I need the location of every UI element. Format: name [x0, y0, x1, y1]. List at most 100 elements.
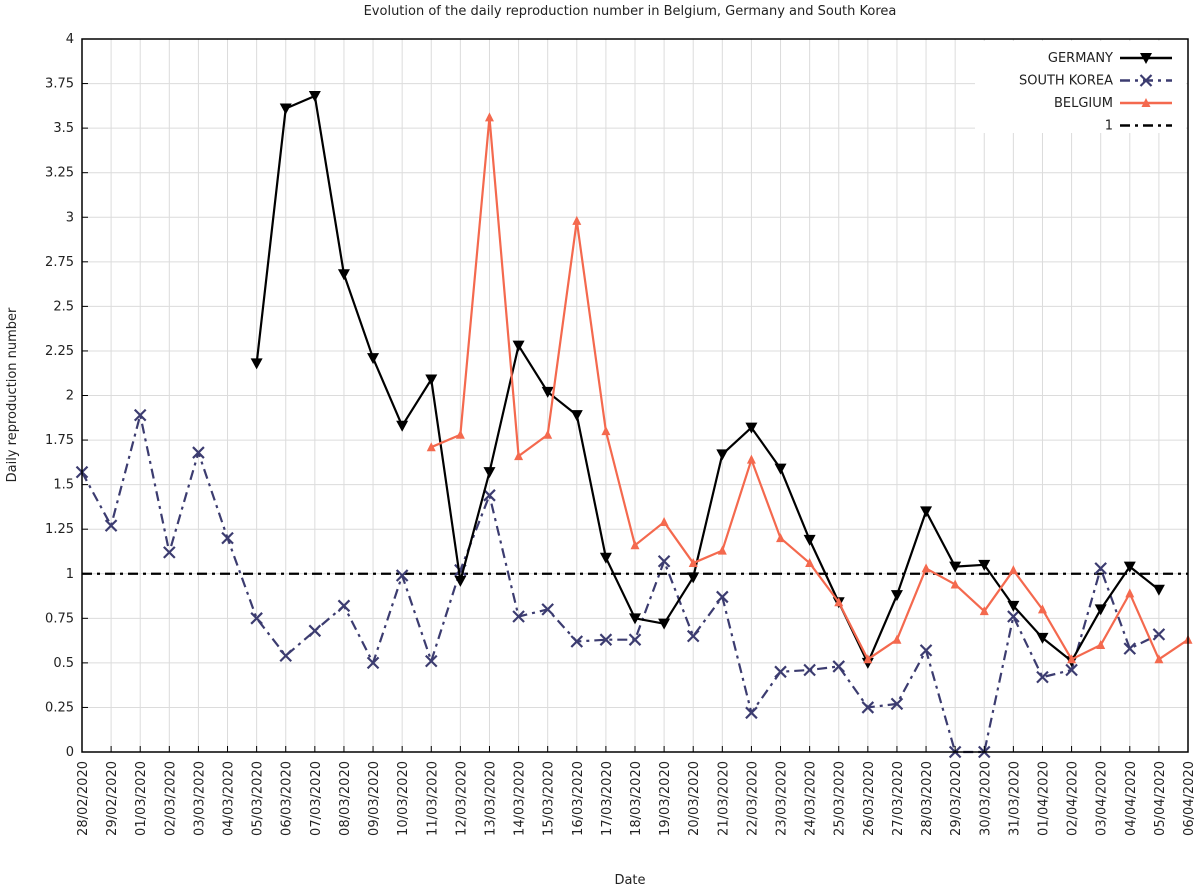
x-tick-label-6: 05/03/2020	[251, 761, 266, 836]
point-south-korea-23	[745, 706, 758, 720]
x-tick-label-29: 28/03/2020	[920, 761, 935, 836]
x-tick-label-1: 29/02/2020	[105, 761, 120, 836]
point-south-korea-4-stroke-b	[192, 446, 205, 459]
point-germany-21	[687, 572, 700, 584]
point-south-korea-3-stroke-b	[163, 546, 176, 559]
point-belgium-25	[805, 558, 815, 568]
point-belgium-30	[950, 579, 960, 589]
x-tick-label-28: 27/03/2020	[891, 761, 906, 836]
point-south-korea-8-stroke-b	[308, 624, 322, 638]
point-south-korea-7-stroke-b	[279, 649, 293, 663]
point-germany-13	[454, 575, 467, 587]
point-south-korea-6-stroke-b	[250, 612, 263, 625]
point-south-korea-9	[337, 599, 351, 613]
x-tick-label-20: 19/03/2020	[658, 761, 673, 836]
point-belgium-36	[1125, 588, 1135, 598]
point-germany-35	[1094, 604, 1107, 616]
x-tick-label-26: 25/03/2020	[833, 761, 848, 836]
point-belgium-18	[601, 426, 611, 436]
x-tick-label-16: 15/03/2020	[542, 761, 557, 836]
point-germany-25	[803, 534, 816, 546]
y-tick-label-12: 3	[66, 210, 74, 225]
point-belgium-16	[543, 429, 553, 439]
point-belgium-24	[776, 533, 786, 543]
point-south-korea-4	[192, 446, 205, 459]
point-south-korea-34-stroke-b	[1065, 663, 1078, 677]
legend-label-1: 1	[1105, 119, 1113, 134]
x-tick-labels: 28/02/2020 29/02/2020 01/03/2020 02/03/2020…	[76, 746, 1197, 836]
point-germany-15	[512, 340, 525, 352]
point-belgium-27	[863, 654, 873, 664]
point-south-korea-25	[803, 663, 816, 677]
point-belgium-17	[572, 215, 582, 225]
point-south-korea-25-stroke-b	[803, 663, 816, 677]
point-belgium-32	[1008, 565, 1018, 575]
point-south-korea-18	[599, 633, 613, 646]
x-tick-label-15: 14/03/2020	[513, 761, 528, 836]
point-south-korea-11	[395, 569, 409, 582]
point-south-korea-32-stroke-b	[1007, 610, 1020, 623]
point-south-korea-8	[308, 624, 322, 638]
point-germany-28	[890, 590, 903, 602]
point-south-korea-10	[366, 656, 380, 670]
point-south-korea-20	[657, 554, 671, 568]
y-tick-label-15: 3.75	[45, 77, 74, 92]
x-tick-label-25: 24/03/2020	[804, 761, 819, 836]
point-belgium-33	[1037, 604, 1047, 614]
point-south-korea-35-stroke-b	[1094, 562, 1107, 575]
point-south-korea-29-stroke-b	[919, 644, 933, 657]
legend-marker-belgium	[1141, 98, 1151, 107]
point-south-korea-32	[1007, 610, 1020, 623]
point-south-korea-27-stroke-b	[861, 701, 875, 714]
point-south-korea-18-stroke-b	[599, 633, 613, 646]
point-belgium-13	[455, 429, 465, 439]
point-south-korea-36-stroke-b	[1123, 642, 1137, 655]
point-south-korea-33	[1036, 670, 1049, 684]
point-belgium-31	[979, 606, 989, 616]
point-south-korea-6	[250, 612, 263, 625]
point-south-korea-17-stroke-b	[570, 635, 584, 648]
x-tick-label-9: 08/03/2020	[338, 761, 353, 836]
point-south-korea-1	[104, 519, 118, 532]
point-germany-22	[716, 449, 729, 461]
x-tick-label-35: 03/04/2020	[1095, 761, 1110, 836]
point-south-korea-28-stroke-b	[890, 697, 904, 711]
x-tick-label-17: 16/03/2020	[571, 761, 586, 836]
y-tick-label-16: 4	[66, 32, 74, 47]
point-germany-31	[978, 559, 991, 571]
y-tick-labels: 0 0.25 0.5 0.75 1 1.25 1.5 1.75 2 2.25 2.5 2.75 3 3.2…	[45, 32, 88, 760]
x-tick-label-22: 21/03/2020	[716, 761, 731, 836]
y-tick-label-13: 3.25	[45, 166, 74, 181]
point-germany-23	[745, 422, 758, 434]
point-germany-6	[250, 358, 263, 370]
y-tick-label-6: 1.5	[53, 478, 74, 493]
x-tick-label-14: 13/03/2020	[483, 761, 498, 836]
legend-marker-south-korea-stroke-b	[1139, 74, 1153, 87]
point-germany-7	[279, 103, 292, 115]
point-germany-11	[396, 420, 409, 432]
point-germany-17	[570, 410, 583, 422]
legend-marker-south-korea	[1139, 74, 1153, 87]
point-belgium-12	[426, 442, 436, 452]
point-south-korea-37-stroke-b	[1152, 628, 1166, 641]
point-south-korea-16	[541, 603, 554, 616]
point-germany-36	[1123, 561, 1136, 573]
x-tick-label-31: 30/03/2020	[978, 761, 993, 836]
x-tick-label-19: 18/03/2020	[629, 761, 644, 836]
point-south-korea-10-stroke-b	[366, 656, 380, 670]
x-tick-label-8: 07/03/2020	[309, 761, 324, 836]
point-south-korea-20-stroke-b	[657, 554, 671, 568]
legend: GERMANY SOUTH KOREA BELGIUM 1	[975, 41, 1186, 134]
y-tick-label-2: 0.5	[53, 656, 74, 671]
point-belgium-37	[1154, 654, 1164, 664]
x-tick-label-24: 23/03/2020	[775, 761, 790, 836]
x-tick-label-13: 12/03/2020	[454, 761, 469, 836]
point-south-korea-27	[861, 701, 875, 714]
point-belgium-19	[630, 540, 640, 550]
x-tick-label-23: 22/03/2020	[745, 761, 760, 836]
point-germany-14	[483, 467, 496, 479]
legend-marker-germany	[1140, 53, 1152, 64]
point-south-korea-14-stroke-b	[483, 489, 496, 502]
